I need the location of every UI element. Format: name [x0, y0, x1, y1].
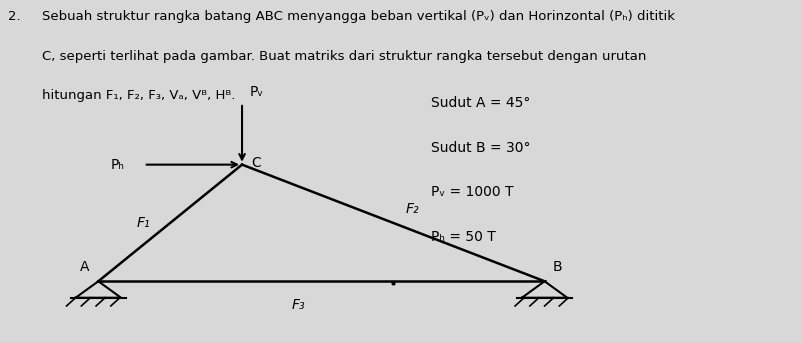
Text: Pᵥ = 1000 T: Pᵥ = 1000 T [431, 185, 513, 199]
Text: C, seperti terlihat pada gambar. Buat matriks dari struktur rangka tersebut deng: C, seperti terlihat pada gambar. Buat ma… [42, 50, 646, 63]
Text: Sudut A = 45°: Sudut A = 45° [431, 96, 530, 110]
Text: Pᵥ: Pᵥ [249, 85, 264, 99]
Text: Sebuah struktur rangka batang ABC menyangga beban vertikal (Pᵥ) dan Horinzontal : Sebuah struktur rangka batang ABC menyan… [42, 10, 674, 23]
Text: hitungan F₁, F₂, F₃, Vₐ, Vᴮ, Hᴮ.: hitungan F₁, F₂, F₃, Vₐ, Vᴮ, Hᴮ. [42, 89, 235, 102]
Text: Pₕ = 50 T: Pₕ = 50 T [431, 230, 496, 244]
Text: C: C [251, 156, 261, 170]
Text: Sudut B = 30°: Sudut B = 30° [431, 141, 531, 155]
Text: A: A [79, 260, 89, 274]
Text: F₁: F₁ [137, 216, 151, 230]
Text: F₃: F₃ [292, 298, 306, 312]
Text: Pₕ: Pₕ [111, 158, 125, 172]
Text: 2.: 2. [7, 10, 20, 23]
Text: F₂: F₂ [405, 202, 419, 216]
Text: B: B [552, 260, 561, 274]
